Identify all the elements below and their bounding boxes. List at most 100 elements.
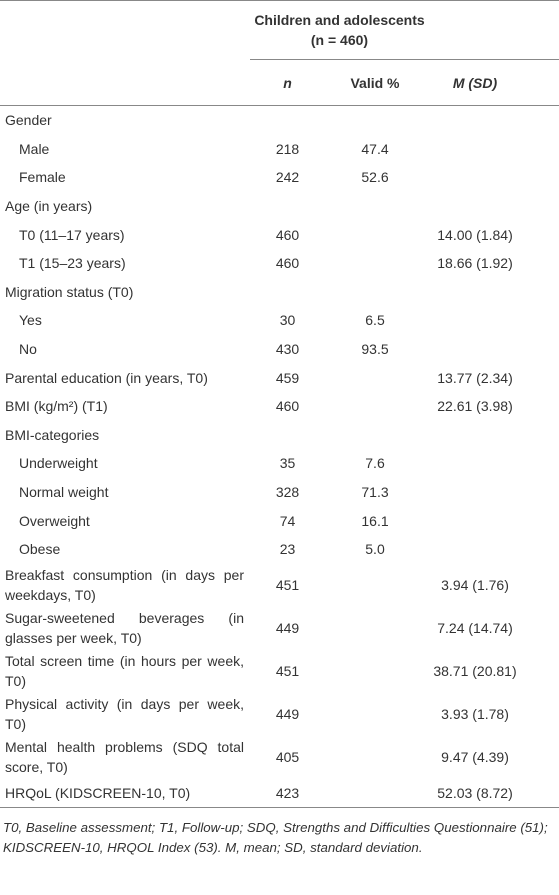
row-label: Physical activity (in days per week, T0)	[5, 696, 244, 732]
cell-m-sd	[425, 535, 559, 564]
table-row: Male 218 47.4	[0, 135, 559, 164]
cell-n: 423	[250, 778, 325, 809]
table-row: Overweight 74 16.1	[0, 506, 559, 535]
table-row: Total screen time (in hours per week, T0…	[0, 650, 559, 693]
column-header: M (SD)	[425, 59, 559, 106]
empty-corner	[0, 59, 250, 106]
cell-m-sd	[425, 163, 559, 192]
table-row: Parental education (in years, T0) 459 13.7…	[0, 363, 559, 392]
cell-valid-pct: 7.6	[365, 455, 385, 472]
cell-m-sd: 22.61 (3.98)	[437, 398, 513, 415]
cell-m-sd: 3.93 (1.78)	[441, 706, 509, 722]
cell-valid-pct	[325, 421, 425, 450]
table-row: Normal weight 328 71.3	[0, 478, 559, 507]
cell-valid-pct	[325, 736, 425, 779]
cell-valid-pct	[325, 778, 425, 809]
row-label: Age (in years)	[5, 198, 93, 215]
table-row: Age (in years)	[0, 192, 559, 221]
table-row: Yes 30 6.5	[0, 306, 559, 335]
table-row: Sugar-sweetened beverages (in glasses pe…	[0, 607, 559, 650]
row-label: HRQoL (KIDSCREEN-10, T0)	[0, 778, 250, 809]
cell-m-sd: 9.47 (4.39)	[441, 749, 509, 765]
row-label: Yes	[19, 312, 42, 329]
cell-valid-pct: 52.6	[361, 169, 389, 186]
row-label: Mental health problems (SDQ total score,…	[5, 739, 244, 775]
cell-n: 430	[275, 341, 300, 358]
cell-valid-pct: 16.1	[361, 512, 389, 529]
row-label: Obese	[19, 541, 61, 558]
cell-n: 74	[279, 512, 296, 529]
empty-corner	[0, 1, 250, 60]
row-label: Normal weight	[19, 484, 109, 501]
cell-m-sd	[425, 135, 559, 164]
cell-m-sd	[425, 106, 559, 135]
group-title: Children and adolescents	[254, 12, 425, 28]
cell-m-sd	[425, 478, 559, 507]
table-row: Physical activity (in days per week, T0)…	[0, 693, 559, 736]
cell-n: 460	[275, 398, 300, 415]
cell-valid-pct: 6.5	[365, 312, 385, 329]
row-label: Migration status (T0)	[5, 283, 134, 300]
cell-n	[250, 278, 325, 307]
column-header: Valid %	[325, 59, 425, 106]
table-head: Children and adolescents (n = 460) n Val…	[0, 0, 559, 106]
cell-valid-pct	[325, 192, 425, 221]
cell-n: 218	[275, 140, 300, 157]
table-row: BMI-categories	[0, 421, 559, 450]
cell-n: 459	[275, 369, 300, 386]
cell-n: 30	[279, 312, 296, 329]
cell-n: 242	[275, 169, 300, 186]
row-label: T1 (15–23 years)	[19, 255, 126, 272]
cell-valid-pct	[325, 220, 425, 249]
cell-valid-pct	[325, 693, 425, 736]
cell-m-sd	[425, 421, 559, 450]
cell-m-sd: 38.71 (20.81)	[433, 663, 517, 679]
table-row: Gender	[0, 106, 559, 135]
row-label: No	[19, 341, 37, 358]
row-label: Parental education (in years, T0)	[5, 369, 208, 386]
cell-valid-pct	[325, 607, 425, 650]
cell-n: 449	[275, 706, 300, 722]
cell-valid-pct	[325, 106, 425, 135]
cell-m-sd: 14.00 (1.84)	[437, 226, 513, 243]
header-row: Children and adolescents (n = 460)	[0, 0, 559, 60]
table-row: Breakfast consumption (in days per weekd…	[0, 564, 559, 607]
row-label: Underweight	[19, 455, 98, 472]
row-label: Female	[19, 169, 66, 186]
table-row: Female 242 52.6	[0, 163, 559, 192]
cell-n: 460	[275, 226, 300, 243]
row-label: Total screen time (in hours per week, T0…	[5, 653, 244, 689]
row-label: Sugar-sweetened beverages (in glasses pe…	[5, 610, 244, 646]
cell-n: 449	[275, 620, 300, 636]
table-row: BMI (kg/m²) (T1) 460 22.61 (3.98)	[0, 392, 559, 421]
cell-n: 23	[279, 541, 296, 558]
cell-n	[250, 421, 325, 450]
cell-n: 451	[275, 663, 300, 679]
column-header: n	[250, 59, 325, 106]
cell-m-sd: 7.24 (14.74)	[437, 620, 513, 636]
table-row: HRQoL (KIDSCREEN-10, T0) 423 52.03 (8.72)	[0, 778, 559, 809]
row-label: Breakfast consumption (in days per weekd…	[5, 567, 244, 603]
data-table: Children and adolescents (n = 460) n Val…	[0, 0, 559, 809]
cell-m-sd: 3.94 (1.76)	[441, 577, 509, 593]
cell-m-sd: 13.77 (2.34)	[437, 369, 513, 386]
cell-valid-pct: 71.3	[361, 484, 389, 501]
cell-n: 460	[275, 255, 300, 272]
row-label: BMI (kg/m²) (T1)	[5, 398, 108, 415]
cell-n	[250, 192, 325, 221]
cell-valid-pct: 5.0	[365, 541, 385, 558]
cell-n: 451	[275, 577, 300, 593]
row-label: Male	[19, 140, 50, 157]
cell-m-sd	[425, 306, 559, 335]
cell-m-sd: 18.66 (1.92)	[437, 255, 513, 272]
row-label: Overweight	[19, 512, 90, 529]
cell-valid-pct	[325, 363, 425, 392]
cell-m-sd	[425, 192, 559, 221]
cell-valid-pct	[325, 650, 425, 693]
cell-n: 405	[275, 749, 300, 765]
cell-m-sd	[425, 506, 559, 535]
cell-m-sd	[425, 335, 559, 364]
table-row: Obese 23 5.0	[0, 535, 559, 564]
cell-m-sd	[425, 449, 559, 478]
